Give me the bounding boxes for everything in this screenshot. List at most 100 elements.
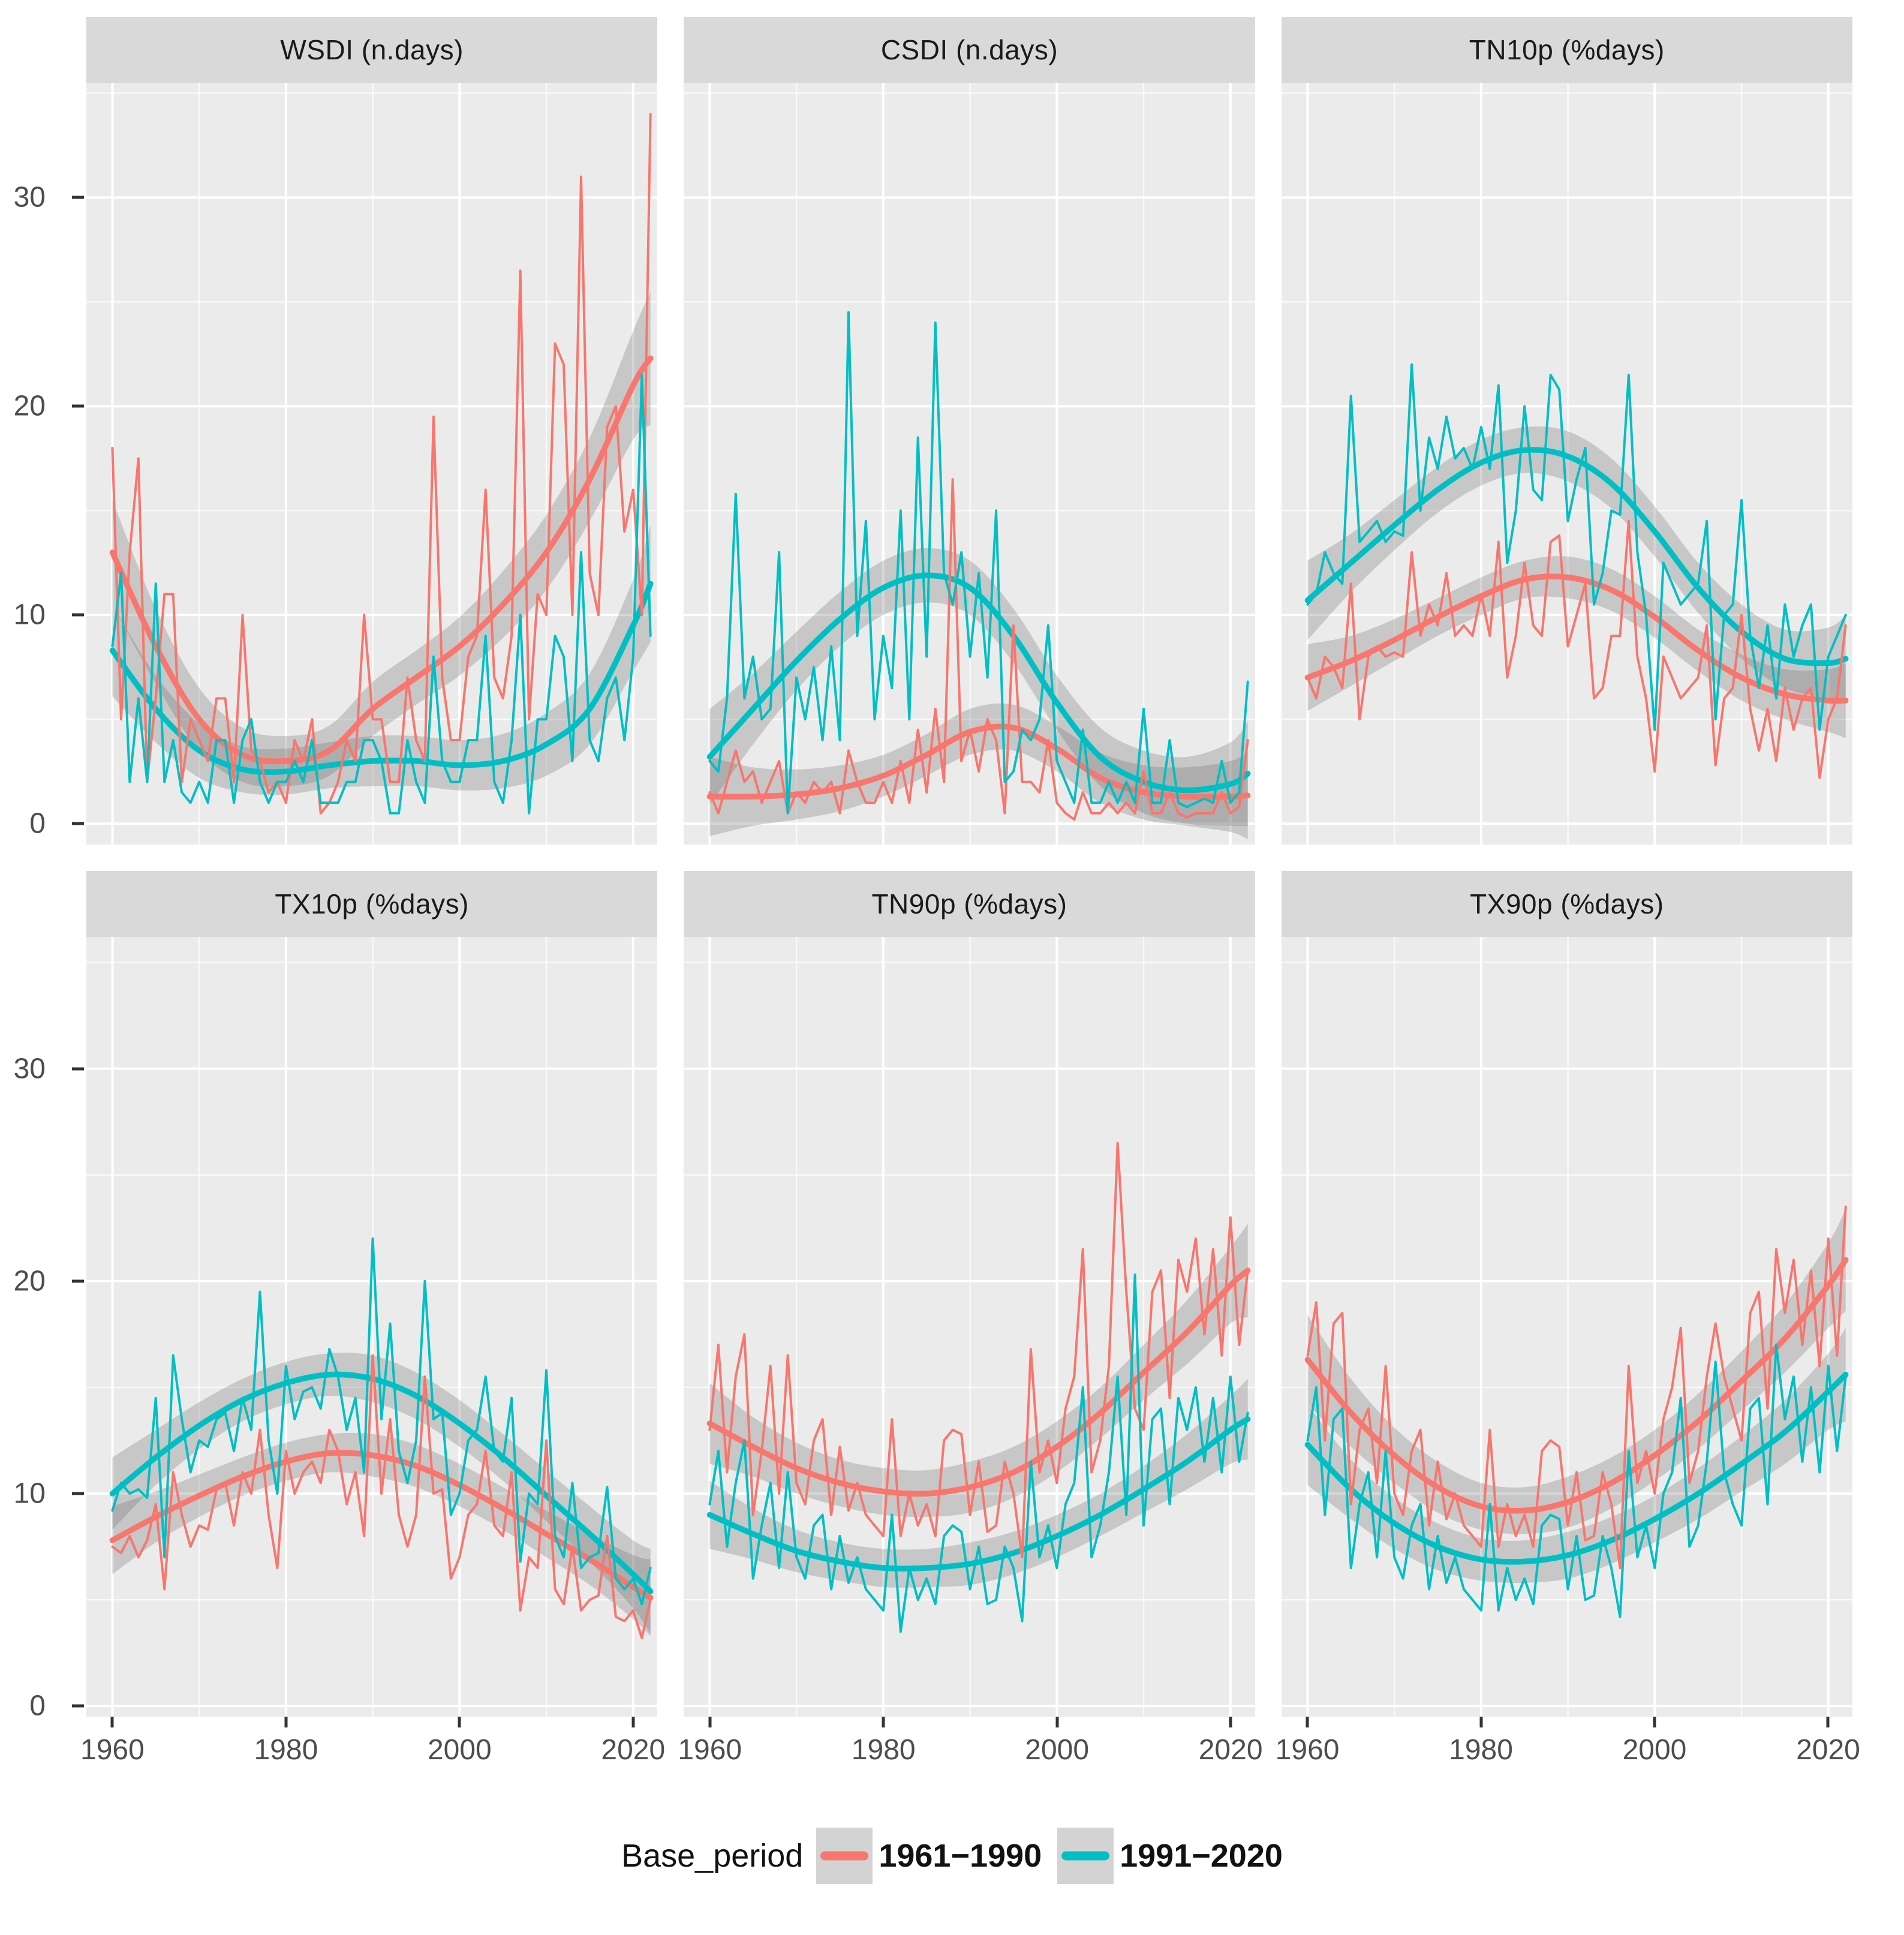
plot-panel [86,937,658,1717]
panel-canvas [1281,937,1852,1717]
y-tick-mark [72,1279,84,1283]
x-tick-label: 1960 [80,1734,145,1766]
smooth-line-1991-2020 [1304,1371,1849,1565]
facet-title: WSDI (n.days) [280,34,464,65]
y-axis-row1: 0 10 20 30 [0,17,84,845]
panel-canvas [684,937,1255,1717]
x-tick-mark [708,1717,712,1727]
annual-line-1961-1990 [1306,519,1847,779]
annual-line-1991-2020 [111,374,652,815]
annual-line-1991-2020 [708,1273,1250,1633]
y-tick-mark [72,404,84,408]
smooth-line-1961-1990 [706,1267,1251,1497]
annual-line-1961-1990 [708,1141,1250,1559]
y-tick-label: 20 [13,390,46,422]
facet-CSDI: CSDI (n.days) [684,17,1255,845]
facet-title: TN10p (%days) [1469,34,1665,65]
x-tick-label: 2020 [601,1734,666,1766]
legend-key-swatch [1057,1828,1114,1884]
y-tick-label: 10 [13,1477,46,1510]
y-tick-mark [72,196,84,199]
facet-TN10p: TN10p (%days) [1281,17,1852,845]
x-tick-label: 2000 [1622,1734,1687,1766]
facet-strip: TN10p (%days) [1281,17,1852,83]
panel-canvas [684,83,1255,845]
facet-strip: WSDI (n.days) [86,17,658,83]
facet-grid: 0 10 20 30 WSDI (n.days) CSDI (n.days) TN10p (… [0,17,1860,1786]
x-tick-label: 2000 [1025,1734,1090,1766]
x-tick-mark [1229,1717,1232,1727]
x-tick-mark [882,1717,885,1727]
x-tick-mark [1653,1717,1656,1727]
ci-band-1991-2020 [112,525,651,795]
x-tick-mark [110,1717,114,1727]
smooth-line-1991-2020 [109,1371,654,1594]
x-tick-mark [1826,1717,1830,1727]
annual-line-1991-2020 [708,311,1250,815]
facet-TX90p: TX90p (%days) [1281,871,1852,1717]
x-tick-label: 1980 [1449,1734,1513,1766]
x-tick-label: 1960 [1275,1734,1340,1766]
smooth-line-1961-1990 [1304,1257,1849,1514]
x-axis-corner [0,1717,60,1786]
facet-title: TN90p (%days) [871,888,1067,920]
ci-band-1961-1990 [112,291,651,787]
x-axis: 1960 1980 2000 2020 [1276,1717,1860,1786]
facet-WSDI: WSDI (n.days) [86,17,658,845]
x-tick-label: 2000 [427,1734,492,1766]
smooth-line-1991-2020 [1304,447,1849,666]
annual-line-1961-1990 [708,478,1250,821]
panel-canvas [86,83,658,845]
panel-canvas [86,937,658,1717]
x-axis: 1960 1980 2000 2020 [678,1717,1263,1786]
legend-title: Base_period [621,1838,804,1874]
x-tick-label: 1960 [678,1734,742,1766]
panel-canvas [1281,83,1852,845]
ci-band-1961-1990 [709,703,1249,840]
facet-title: CSDI (n.days) [880,34,1058,65]
smooth-line-1961-1990 [109,1450,654,1601]
annual-line-1961-1990 [1306,1205,1847,1569]
x-tick-mark [458,1717,461,1727]
row-spacer [0,845,1852,871]
y-tick-mark [72,822,84,825]
smooth-line-1991-2020 [706,572,1251,794]
facet-strip: TX10p (%days) [86,871,658,937]
annual-line-1991-2020 [1306,363,1847,731]
facet-title: TX10p (%days) [275,888,469,920]
plot-panel [86,83,658,845]
y-tick-label: 0 [29,1690,46,1722]
legend: Base_period 1961−1990 1991−2020 [0,1828,1904,1884]
facet-TN90p: TN90p (%days) [684,871,1255,1717]
smooth-line-1991-2020 [109,581,654,775]
legend-item-1961-1990: 1961−1990 [816,1828,1042,1884]
x-tick-mark [1055,1717,1059,1727]
y-tick-label: 0 [29,807,46,840]
x-axis: 1960 1980 2000 2020 [80,1717,665,1786]
x-tick-label: 2020 [1796,1734,1860,1766]
x-tick-label: 1980 [254,1734,318,1766]
y-tick-mark [72,1492,84,1495]
facet-title: TX90p (%days) [1470,888,1664,920]
y-tick-mark [72,613,84,617]
y-tick-label: 10 [13,599,46,631]
legend-key-swatch [816,1828,873,1884]
plot-panel [684,937,1255,1717]
legend-item-1991-2020: 1991−2020 [1057,1828,1283,1884]
legend-key-line-icon [820,1851,869,1861]
legend-item-label: 1991−2020 [1120,1838,1283,1874]
annual-line-1991-2020 [1306,1344,1847,1618]
x-tick-label: 1980 [851,1734,916,1766]
x-tick-label: 2020 [1198,1734,1263,1766]
ci-band-1991-2020 [1307,1327,1846,1584]
x-tick-mark [284,1717,288,1727]
annual-line-1961-1990 [111,1354,652,1639]
y-tick-mark [72,1704,84,1708]
smooth-line-1991-2020 [706,1416,1251,1572]
y-tick-label: 30 [13,181,46,214]
y-axis-row2: 0 10 20 30 [0,871,84,1722]
y-tick-label: 20 [13,1265,46,1297]
annual-line-1991-2020 [111,1237,652,1606]
facet-strip: CSDI (n.days) [684,17,1255,83]
y-tick-mark [72,1067,84,1071]
